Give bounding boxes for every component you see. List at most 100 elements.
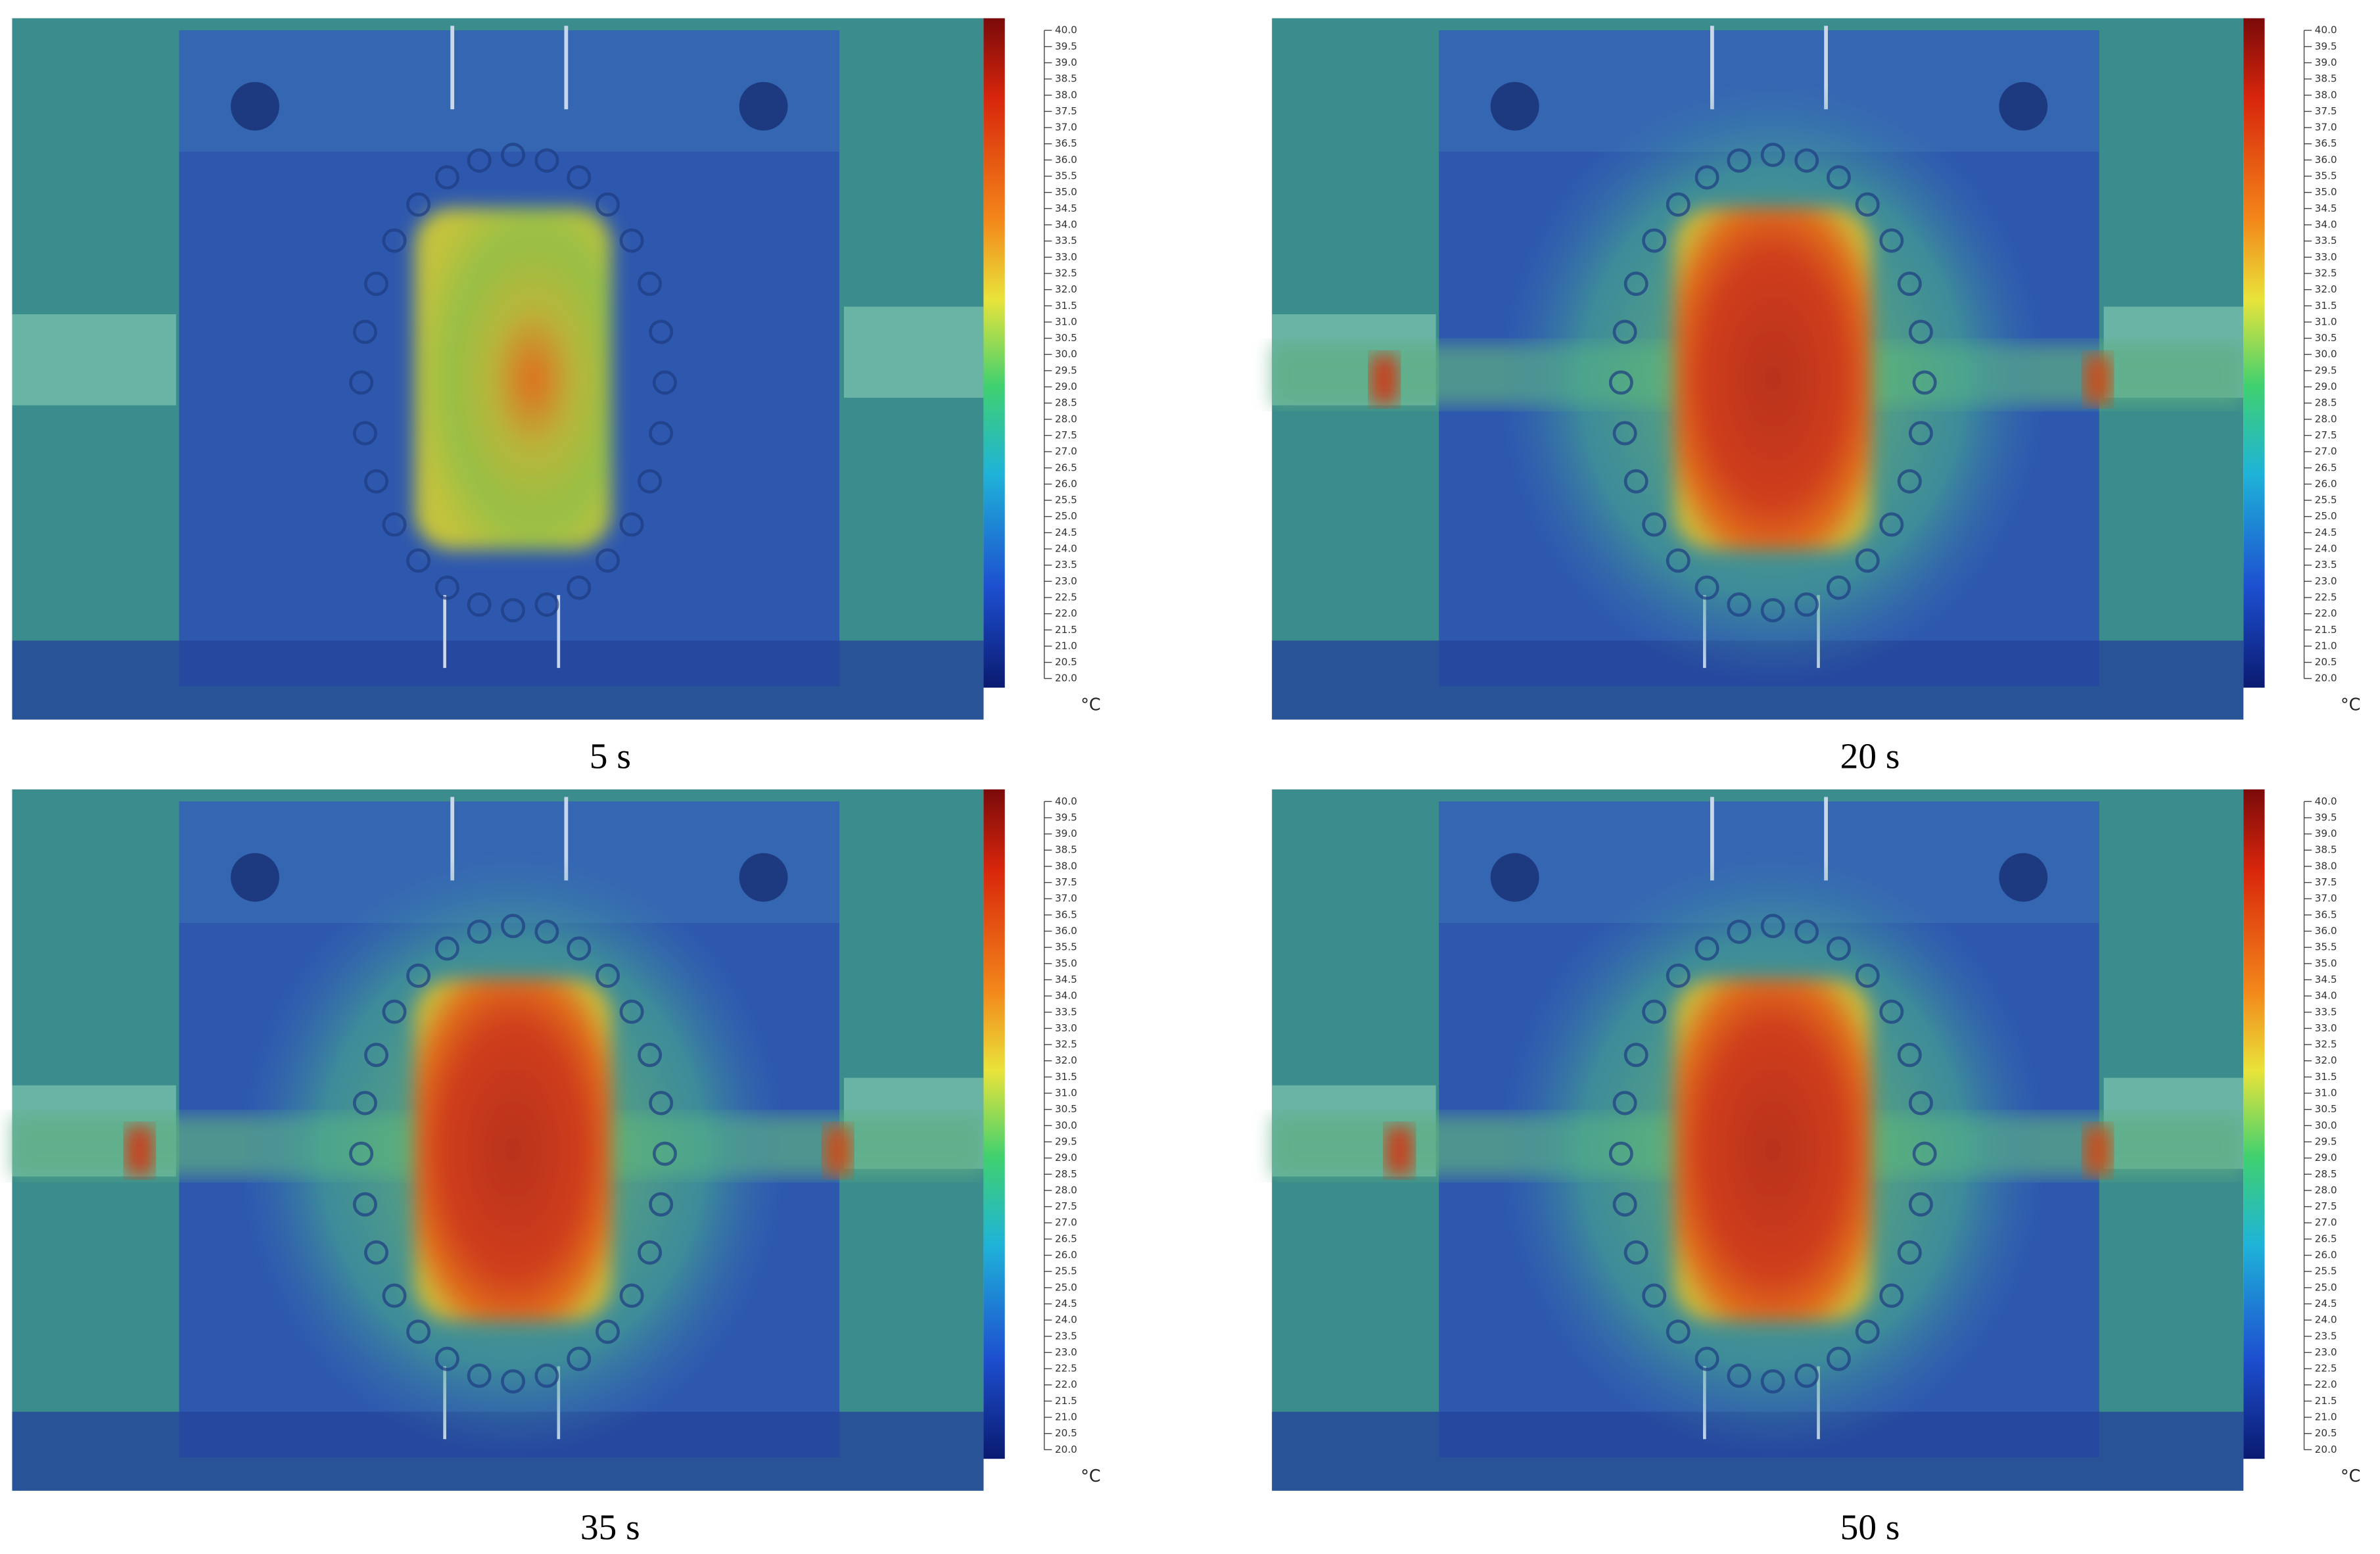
tick-label: 32.5 xyxy=(2315,267,2337,279)
bolt xyxy=(649,319,674,344)
unit-label: °C xyxy=(1081,1466,1100,1486)
tick-label: 24.5 xyxy=(2315,1298,2337,1309)
tick-label: 31.0 xyxy=(2315,316,2337,327)
colorbar xyxy=(983,18,1005,688)
bolt xyxy=(1694,1346,1719,1371)
tick-label: 34.0 xyxy=(2315,219,2337,231)
bolt xyxy=(1760,1369,1785,1394)
tick-label: 35.5 xyxy=(1055,170,1077,182)
bolt xyxy=(1908,1192,1933,1217)
tick-label: 20.5 xyxy=(1055,656,1077,668)
tick-label: 30.0 xyxy=(1055,1119,1077,1131)
tick-label: 26.5 xyxy=(2315,461,2337,473)
bolt xyxy=(595,192,620,217)
tick-label: 22.0 xyxy=(1055,1378,1077,1390)
tick-label: 29.0 xyxy=(2315,381,2337,392)
tick-label: 22.0 xyxy=(1055,607,1077,619)
tick-label: 28.5 xyxy=(2315,1168,2337,1180)
tick-label: 27.5 xyxy=(1055,1200,1077,1212)
tick-label: 31.0 xyxy=(1055,1087,1077,1099)
tick-label: 21.5 xyxy=(2315,1395,2337,1407)
tick-label: 31.5 xyxy=(2315,300,2337,312)
bolt xyxy=(364,469,388,494)
fitting-right xyxy=(843,306,984,398)
bolt xyxy=(534,148,559,173)
tick-label: 37.0 xyxy=(2315,122,2337,133)
tick-label: 30.5 xyxy=(2315,332,2337,344)
tick-label: 29.0 xyxy=(2315,1152,2337,1164)
bolt xyxy=(649,421,674,446)
tick-label: 26.0 xyxy=(2315,478,2337,490)
tick-label: 36.0 xyxy=(1055,154,1077,166)
bolt xyxy=(619,512,644,537)
tick-label: 23.5 xyxy=(2315,1330,2337,1342)
tick-label: 37.0 xyxy=(1055,122,1077,133)
tick-label: 32.0 xyxy=(2315,1054,2337,1066)
bolt xyxy=(1727,919,1752,944)
bolt-hole xyxy=(231,853,279,902)
thermal-image xyxy=(1272,18,2244,720)
tick-label: 32.5 xyxy=(2315,1039,2337,1050)
bolt xyxy=(434,1346,459,1371)
bolt xyxy=(1642,999,1667,1024)
bolt xyxy=(534,919,559,944)
tick-label: 30.5 xyxy=(1055,1103,1077,1115)
tick-label: 28.0 xyxy=(2315,413,2337,425)
bolt xyxy=(434,936,459,961)
bolt xyxy=(1760,143,1785,168)
bolt xyxy=(1727,592,1752,617)
bolt xyxy=(467,148,492,173)
tick-label: 20.5 xyxy=(2315,1427,2337,1439)
tick-label: 35.5 xyxy=(2315,941,2337,953)
tick-label: 40.0 xyxy=(2315,795,2337,807)
tick-label: 22.0 xyxy=(2315,607,2337,619)
bolt-hole xyxy=(1490,82,1539,131)
tick-label: 23.0 xyxy=(2315,1346,2337,1358)
bolt xyxy=(1826,575,1851,600)
bolt xyxy=(1908,1091,1933,1116)
tick-label: 26.5 xyxy=(2315,1233,2337,1244)
bolt-hole xyxy=(1999,853,2048,902)
bolt xyxy=(638,271,663,296)
inlet-hot xyxy=(1370,355,1398,404)
tick-label: 34.5 xyxy=(1055,202,1077,214)
tick-label: 38.0 xyxy=(1055,89,1077,101)
tick-label: 36.5 xyxy=(2315,137,2337,149)
tick-label: 33.0 xyxy=(2315,251,2337,263)
tick-label: 38.5 xyxy=(1055,844,1077,856)
bolt xyxy=(1694,936,1719,961)
bolt-hole xyxy=(739,853,788,902)
tick-label: 39.0 xyxy=(1055,828,1077,839)
tick-label: 20.5 xyxy=(1055,1427,1077,1439)
bolt xyxy=(1612,1192,1637,1217)
tick-label: 22.5 xyxy=(2315,1363,2337,1375)
bolt xyxy=(1855,1319,1880,1344)
bolt xyxy=(1642,228,1667,253)
tick-label: 25.0 xyxy=(1055,510,1077,522)
tick-label: 24.0 xyxy=(1055,1314,1077,1326)
tick-label: 37.5 xyxy=(1055,105,1077,117)
tick-label: 27.5 xyxy=(2315,429,2337,441)
tick-label: 24.5 xyxy=(1055,527,1077,538)
outlet-hot xyxy=(824,1126,852,1175)
tick-label: 40.0 xyxy=(1055,795,1077,807)
bolt-hole xyxy=(1490,853,1539,902)
tick-label: 28.5 xyxy=(1055,397,1077,409)
bolt xyxy=(382,512,407,537)
tick-label: 32.5 xyxy=(1055,267,1077,279)
bolt xyxy=(1794,919,1819,944)
bolt xyxy=(352,319,377,344)
bolt xyxy=(595,548,620,573)
bolt xyxy=(1897,1043,1922,1068)
unit-label: °C xyxy=(2341,695,2360,715)
bolt xyxy=(501,598,526,623)
tick-label: 23.5 xyxy=(1055,559,1077,571)
tick-label: 21.5 xyxy=(1055,1395,1077,1407)
tick-label: 36.0 xyxy=(1055,925,1077,937)
bolt xyxy=(595,1319,620,1344)
bolt xyxy=(638,1240,663,1265)
tick-label: 24.0 xyxy=(1055,543,1077,555)
bolt-hole xyxy=(231,82,279,131)
bolt xyxy=(1879,512,1904,537)
caption: 35 s xyxy=(580,1507,640,1547)
